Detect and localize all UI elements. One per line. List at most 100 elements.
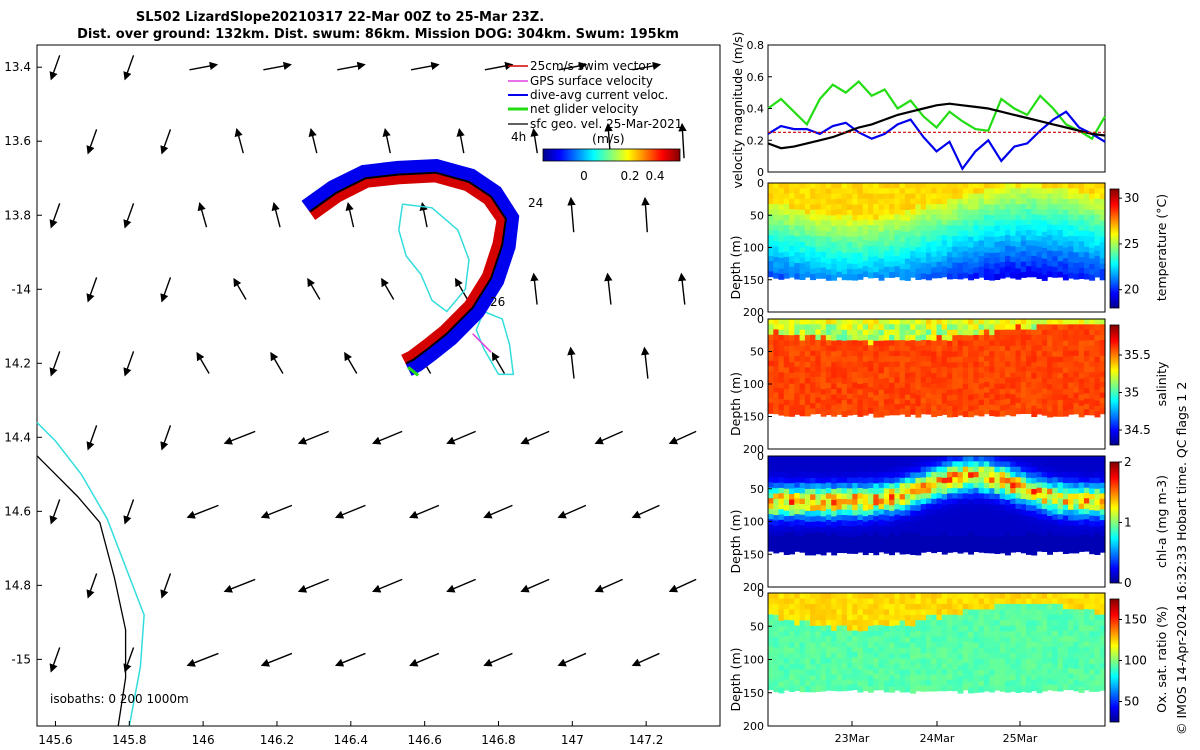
oxygen-cell: [773, 625, 780, 632]
salinity-cell: [862, 324, 869, 331]
oxygen-cell: [1026, 681, 1032, 688]
oxygen-cell: [978, 637, 985, 644]
temperature-cell: [841, 204, 848, 211]
temperature-cell: [952, 246, 959, 253]
oxygen-cell: [1073, 598, 1080, 605]
oxygen-cell: [1062, 630, 1069, 637]
chla-cell: [820, 461, 827, 468]
temperature-cell: [873, 193, 880, 200]
temperature-cell: [957, 183, 964, 189]
chla-cell: [899, 521, 906, 528]
temperature-cell: [868, 251, 874, 258]
chla-cell: [968, 510, 974, 517]
chla-cell: [789, 504, 795, 511]
oxygen-cell: [931, 658, 938, 665]
salinity-cell: [841, 335, 848, 342]
salinity-cell: [915, 351, 922, 358]
oxygen-cell: [1036, 631, 1043, 638]
temperature-cell: [1036, 230, 1043, 237]
oxygen-cell: [783, 636, 790, 643]
salinity-cell: [789, 346, 795, 352]
oxygen-cell: [1099, 609, 1106, 616]
oxygen-cell: [899, 620, 906, 627]
surface-velocity-arrow: [49, 351, 61, 377]
chla-cell: [1020, 461, 1027, 468]
salinity-cell: [778, 351, 785, 357]
oxygen-cell: [941, 614, 948, 621]
chla-cell: [810, 456, 816, 463]
temperature-cell: [773, 209, 780, 216]
salinity-cell: [852, 393, 859, 399]
salinity-cell: [994, 383, 1001, 390]
oxygen-cell: [894, 679, 901, 686]
salinity-cell: [768, 381, 774, 388]
salinity-cell: [1062, 362, 1069, 369]
chla-cell: [1078, 540, 1085, 547]
chla-cell: [989, 542, 996, 548]
oxygen-cell: [862, 652, 869, 659]
chla-cell: [1020, 493, 1027, 500]
salinity-cell: [941, 382, 948, 389]
chla-cell: [810, 527, 816, 534]
chla-cell: [836, 472, 843, 479]
oxygen-cell: [794, 598, 801, 605]
surface-velocity-arrow: [160, 129, 172, 155]
chla-cell: [957, 488, 964, 495]
temperature-cell: [868, 204, 874, 210]
chla-cell: [831, 461, 838, 468]
oxygen-cell: [873, 603, 880, 610]
chla-cell: [978, 488, 985, 494]
chla-cell: [910, 494, 917, 501]
oxygen-cell: [789, 664, 795, 671]
chla-cell: [1010, 477, 1017, 484]
temperature-cell: [936, 219, 943, 226]
salinity-cell: [994, 394, 1001, 401]
salinity-cell: [973, 399, 980, 405]
salinity-cell: [868, 350, 874, 357]
chla-cell: [857, 488, 864, 494]
temperature-cell: [868, 246, 874, 253]
temperature-cell: [847, 204, 853, 211]
temperature-cell: [1047, 224, 1053, 231]
salinity-cell: [1041, 356, 1048, 363]
temperature-cell: [894, 214, 901, 220]
temperature-cell: [1068, 256, 1074, 263]
temperature-cell: [1099, 242, 1106, 249]
oxygen-cell: [810, 593, 816, 600]
temperature-cell: [1057, 240, 1064, 247]
salinity-cell: [1005, 404, 1011, 410]
temperature-cell: [962, 246, 969, 253]
temperature-cell: [915, 252, 922, 259]
salinity-cell: [857, 383, 864, 390]
oxygen-cell: [831, 598, 838, 605]
chla-cell: [947, 509, 953, 516]
temperature-cell: [1057, 203, 1064, 210]
temperature-cell: [904, 220, 911, 227]
chla-cell: [1036, 466, 1043, 473]
oxygen-cell: [810, 658, 816, 665]
chla-cell: [904, 466, 911, 473]
oxygen-cell: [936, 636, 943, 643]
salinity-cell: [1052, 367, 1059, 374]
temperature-cell: [878, 274, 885, 281]
salinity-cell: [1083, 393, 1090, 400]
oxygen-cell: [1041, 674, 1048, 681]
temperature-cell: [910, 266, 917, 273]
temperature-cell: [957, 199, 964, 205]
oxygen-cell: [947, 652, 953, 659]
temperature-cell: [804, 266, 811, 273]
oxygen-cell: [910, 609, 917, 616]
chla-cell: [899, 526, 906, 533]
chla-cell: [1062, 526, 1069, 533]
oxygen-cell: [1089, 603, 1096, 610]
salinity-cell: [1041, 340, 1048, 347]
salinity-cell: [1089, 324, 1096, 331]
oxygen-cell: [878, 684, 885, 691]
oxygen-cell: [889, 631, 895, 638]
temperature-cell: [847, 268, 853, 275]
chla-cell: [947, 488, 953, 494]
salinity-cell: [1083, 404, 1090, 410]
salinity-cell: [1094, 329, 1101, 336]
oxygen-cell: [831, 609, 838, 616]
